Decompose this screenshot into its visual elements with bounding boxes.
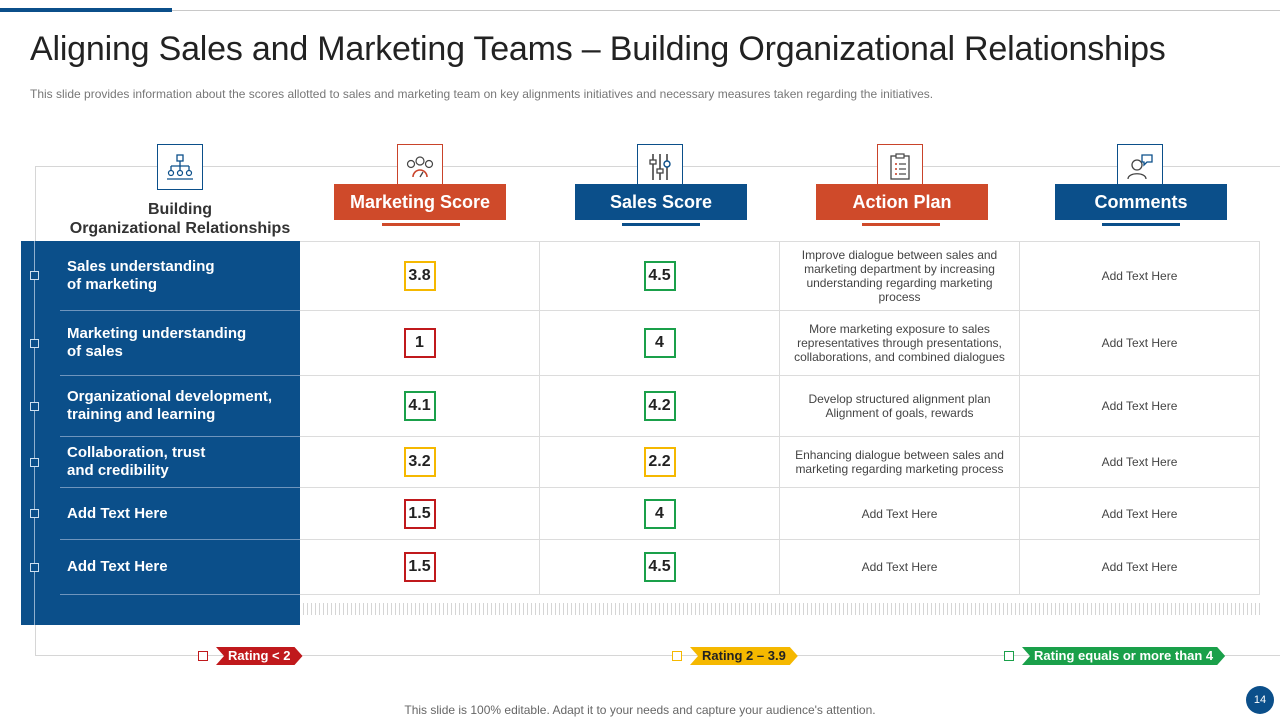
cell-marketing-score: 3.8 (300, 241, 540, 311)
cell-action-plan: Add Text Here (780, 540, 1020, 595)
row-label: Marketing understanding of sales (60, 311, 300, 376)
marketing-score-value: 1.5 (403, 552, 436, 582)
action-plan-text: Add Text Here (861, 506, 938, 521)
sales-score-value: 4 (643, 498, 676, 529)
org-chart-icon (157, 144, 203, 190)
comments-text: Add Text Here (1101, 336, 1178, 350)
timeline-line (34, 241, 35, 625)
action-plan-text: Develop structured alignment plan Alignm… (808, 392, 991, 420)
row-label: Organizational development, training and… (60, 376, 300, 437)
header-underline (862, 223, 940, 226)
cell-marketing-score: 1.5 (300, 488, 540, 540)
action-plan-text: More marketing exposure to sales represe… (794, 322, 1005, 364)
legend-rating-mid: Rating 2 – 3.9 (690, 647, 798, 665)
comments-text: Add Text Here (1101, 269, 1178, 283)
legend-marker-high (1004, 651, 1014, 661)
column-header-action-plan: Action Plan (816, 184, 988, 220)
column-header-sales-score: Sales Score (575, 184, 747, 220)
sales-score-value: 4.5 (643, 261, 676, 291)
top-accent-bar (0, 8, 172, 12)
cell-sales-score: 4.5 (540, 540, 780, 595)
legend-rating-high: Rating equals or more than 4 (1022, 647, 1225, 665)
legend-marker-low (198, 651, 208, 661)
first-column-header: Building Organizational Relationships (69, 201, 291, 237)
legend-marker-mid (672, 651, 682, 661)
comments-text: Add Text Here (1101, 455, 1178, 469)
row-marker (30, 338, 39, 348)
cell-marketing-score: 1.5 (300, 540, 540, 595)
team-gauge-icon (397, 144, 443, 190)
cell-sales-score: 4.2 (540, 376, 780, 437)
marketing-score-value: 1 (403, 328, 436, 358)
comments-text: Add Text Here (1101, 399, 1178, 413)
cell-comments: Add Text Here (1020, 437, 1260, 488)
user-comment-icon (1117, 144, 1163, 190)
cell-action-plan: More marketing exposure to sales represe… (780, 311, 1020, 376)
column-header-marketing-score: Marketing Score (334, 184, 506, 220)
cell-comments: Add Text Here (1020, 488, 1260, 540)
header-underline (622, 223, 700, 226)
row-marker (30, 271, 39, 280)
cell-sales-score: 4 (540, 488, 780, 540)
action-plan-text: Enhancing dialogue between sales and mar… (795, 448, 1004, 476)
cell-comments: Add Text Here (1020, 376, 1260, 437)
cell-action-plan: Enhancing dialogue between sales and mar… (780, 437, 1020, 488)
row-marker (30, 562, 39, 572)
marketing-score-value: 4.1 (403, 391, 436, 421)
cell-marketing-score: 1 (300, 311, 540, 376)
legend-rating-low: Rating < 2 (216, 647, 303, 665)
cell-action-plan: Add Text Here (780, 488, 1020, 540)
checklist-icon (877, 144, 923, 190)
marketing-score-value: 3.8 (403, 261, 436, 291)
row-marker (30, 509, 39, 518)
sliders-icon (637, 144, 683, 190)
action-plan-text: Add Text Here (861, 560, 938, 574)
action-plan-text: Improve dialogue between sales and marke… (801, 248, 998, 304)
footer-note: This slide is 100% editable. Adapt it to… (404, 703, 876, 717)
row-label: Collaboration, trust and credibility (60, 437, 300, 488)
row-label-panel (21, 241, 300, 625)
cell-comments: Add Text Here (1020, 241, 1260, 311)
cell-sales-score: 4 (540, 311, 780, 376)
column-header-comments: Comments (1055, 184, 1227, 220)
cell-marketing-score: 4.1 (300, 376, 540, 437)
row-marker (30, 457, 39, 467)
comments-text: Add Text Here (1101, 506, 1178, 521)
page-title: Aligning Sales and Marketing Teams – Bui… (30, 30, 1166, 68)
cell-comments: Add Text Here (1020, 311, 1260, 376)
row-label: Add Text Here (60, 540, 300, 595)
marketing-score-value: 3.2 (403, 447, 436, 477)
row-label: Sales understanding of marketing (60, 241, 300, 311)
sales-score-value: 4.5 (643, 552, 676, 582)
page-number: 14 (1246, 686, 1274, 714)
cell-comments: Add Text Here (1020, 540, 1260, 595)
cell-action-plan: Improve dialogue between sales and marke… (780, 241, 1020, 311)
header-underline (382, 223, 460, 226)
header-underline (1102, 223, 1180, 226)
cell-marketing-score: 3.2 (300, 437, 540, 488)
row-marker (30, 401, 39, 411)
comments-text: Add Text Here (1101, 560, 1178, 574)
top-divider (172, 10, 1280, 11)
row-label: Add Text Here (60, 488, 300, 540)
cell-action-plan: Develop structured alignment plan Alignm… (780, 376, 1020, 437)
cell-sales-score: 4.5 (540, 241, 780, 311)
hatch-strip (303, 603, 1260, 615)
page-subtitle: This slide provides information about th… (30, 87, 934, 101)
sales-score-value: 4 (643, 328, 676, 358)
sales-score-value: 2.2 (643, 447, 676, 477)
cell-sales-score: 2.2 (540, 437, 780, 488)
marketing-score-value: 1.5 (403, 498, 436, 529)
sales-score-value: 4.2 (643, 391, 676, 421)
